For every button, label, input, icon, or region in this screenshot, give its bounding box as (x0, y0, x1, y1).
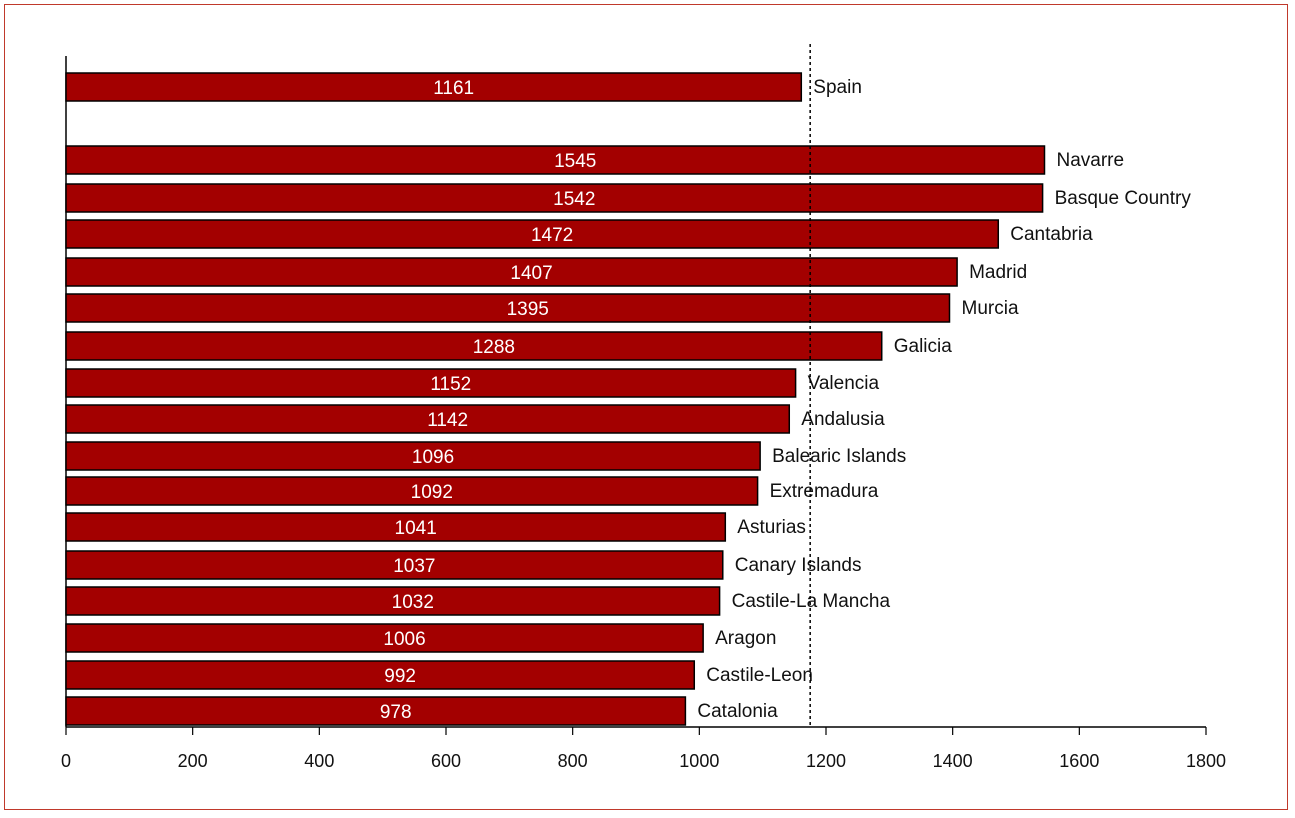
bar-galicia (65, 331, 883, 361)
category-label-catalonia: Catalonia (697, 701, 778, 722)
bar-basque-country (65, 183, 1044, 213)
category-label-spain: Spain (813, 77, 862, 98)
category-label-asturias: Asturias (737, 517, 806, 538)
x-tick-label: 200 (178, 751, 208, 771)
category-label-castile-leon: Castile-Leon (706, 665, 813, 686)
value-label-spain: 1161 (433, 78, 474, 99)
value-label-extremadura: 1092 (411, 482, 453, 503)
bar-valencia (65, 368, 797, 398)
x-tick-label: 800 (558, 751, 588, 771)
category-label-castile-la-mancha: Castile-La Mancha (732, 591, 891, 612)
bar-balearic-islands (65, 441, 761, 471)
bar-cantabria (65, 219, 1000, 249)
bar-navarre (65, 145, 1046, 175)
x-tick-label: 600 (431, 751, 461, 771)
category-label-valencia: Valencia (808, 373, 880, 394)
bar-castile-la-mancha (65, 586, 721, 616)
x-tick-label: 1800 (1186, 751, 1226, 771)
bar-asturias (65, 512, 727, 542)
bar-andalusia (65, 404, 791, 434)
value-label-galicia: 1288 (473, 337, 515, 358)
chart-frame (4, 4, 1288, 810)
x-tick-label: 1200 (806, 751, 846, 771)
value-label-catalonia: 978 (380, 702, 412, 723)
value-label-canary-islands: 1037 (393, 556, 435, 577)
category-label-madrid: Madrid (969, 262, 1027, 283)
category-label-andalusia: Andalusia (801, 409, 885, 430)
value-label-aragon: 1006 (383, 629, 425, 650)
bar-canary-islands (65, 550, 724, 580)
value-label-madrid: 1407 (510, 263, 552, 284)
x-tick-label: 1600 (1059, 751, 1099, 771)
value-label-murcia: 1395 (507, 299, 549, 320)
bar-extremadura (65, 476, 759, 506)
category-label-cantabria: Cantabria (1010, 224, 1093, 245)
category-label-navarre: Navarre (1057, 150, 1125, 171)
category-label-murcia: Murcia (962, 298, 1019, 319)
category-label-balearic-islands: Balearic Islands (772, 446, 906, 467)
x-tick-label: 1000 (679, 751, 719, 771)
value-label-andalusia: 1142 (427, 410, 468, 431)
bar-castile-leon (65, 660, 696, 690)
value-label-navarre: 1545 (554, 151, 596, 172)
category-label-aragon: Aragon (715, 628, 776, 649)
value-label-cantabria: 1472 (531, 225, 573, 246)
value-label-balearic-islands: 1096 (412, 447, 454, 468)
bar-aragon (65, 623, 704, 653)
bar-spain (65, 72, 803, 102)
x-tick-label: 1400 (933, 751, 973, 771)
category-label-canary-islands: Canary Islands (735, 555, 862, 576)
value-label-castile-leon: 992 (384, 666, 416, 687)
value-label-asturias: 1041 (395, 518, 437, 539)
bar-catalonia (65, 696, 687, 726)
x-tick-label: 400 (304, 751, 334, 771)
category-label-galicia: Galicia (894, 336, 953, 357)
x-tick-label: 0 (61, 751, 71, 771)
value-label-castile-la-mancha: 1032 (392, 592, 434, 613)
category-label-extremadura: Extremadura (770, 481, 879, 502)
bar-madrid (65, 257, 958, 287)
value-label-valencia: 1152 (430, 374, 471, 395)
bar-murcia (65, 293, 951, 323)
category-label-basque-country: Basque Country (1055, 188, 1192, 209)
value-label-basque-country: 1542 (553, 189, 595, 210)
